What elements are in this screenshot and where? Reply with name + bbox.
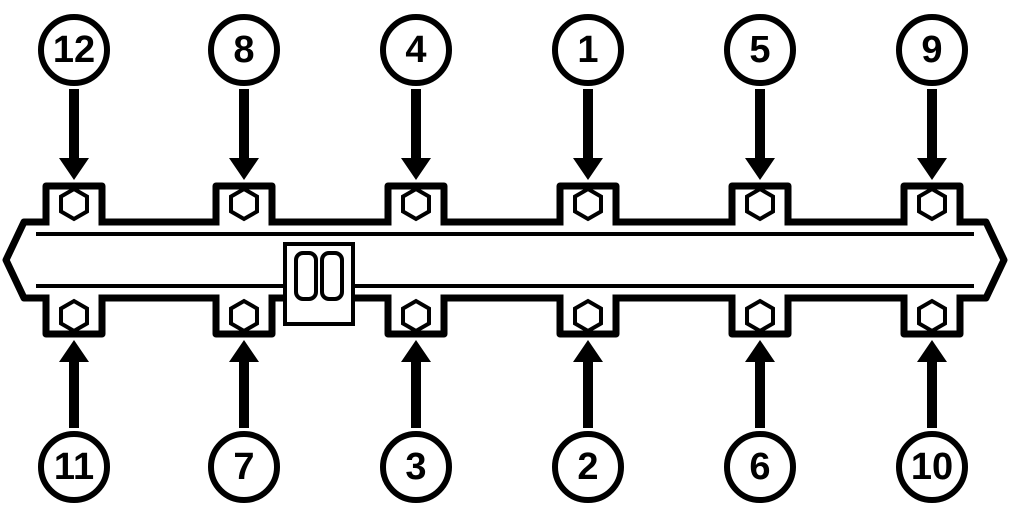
bolt-hex-icon xyxy=(231,189,257,219)
sequence-number: 12 xyxy=(53,29,95,71)
torque-sequence-diagram: 121187431256910 xyxy=(0,0,1010,517)
arrow-up-icon xyxy=(745,340,775,428)
bolt-hex-icon xyxy=(575,301,601,331)
arrow-up-icon xyxy=(401,340,431,428)
sequence-number: 3 xyxy=(405,446,426,488)
bolt-hex-icon xyxy=(403,189,429,219)
sequence-number: 6 xyxy=(749,446,770,488)
bolt-hex-icon xyxy=(231,301,257,331)
arrow-up-icon xyxy=(59,340,89,428)
arrow-down-icon xyxy=(401,89,431,180)
connector-slot xyxy=(296,253,316,299)
sequence-number: 1 xyxy=(577,29,598,71)
bolt-hex-icon xyxy=(403,301,429,331)
sequence-number: 9 xyxy=(921,29,942,71)
bolt-hex-icon xyxy=(61,301,87,331)
arrow-down-icon xyxy=(229,89,259,180)
bolt-hex-icon xyxy=(919,189,945,219)
bolt-hex-icon xyxy=(747,189,773,219)
sequence-number: 2 xyxy=(577,446,598,488)
arrow-down-icon xyxy=(573,89,603,180)
arrow-down-icon xyxy=(917,89,947,180)
sequence-number: 8 xyxy=(233,29,254,71)
arrow-up-icon xyxy=(229,340,259,428)
sequence-number: 5 xyxy=(749,29,770,71)
bolt-hex-icon xyxy=(575,189,601,219)
arrow-up-icon xyxy=(573,340,603,428)
sequence-number: 7 xyxy=(233,446,254,488)
sequence-number: 4 xyxy=(405,29,426,71)
bolt-hex-icon xyxy=(919,301,945,331)
connector-slot xyxy=(322,253,342,299)
arrow-down-icon xyxy=(59,89,89,180)
sequence-number: 11 xyxy=(54,446,94,488)
arrow-up-icon xyxy=(917,340,947,428)
bolt-hex-icon xyxy=(747,301,773,331)
sequence-number: 10 xyxy=(911,446,953,488)
arrow-down-icon xyxy=(745,89,775,180)
bolt-hex-icon xyxy=(61,189,87,219)
